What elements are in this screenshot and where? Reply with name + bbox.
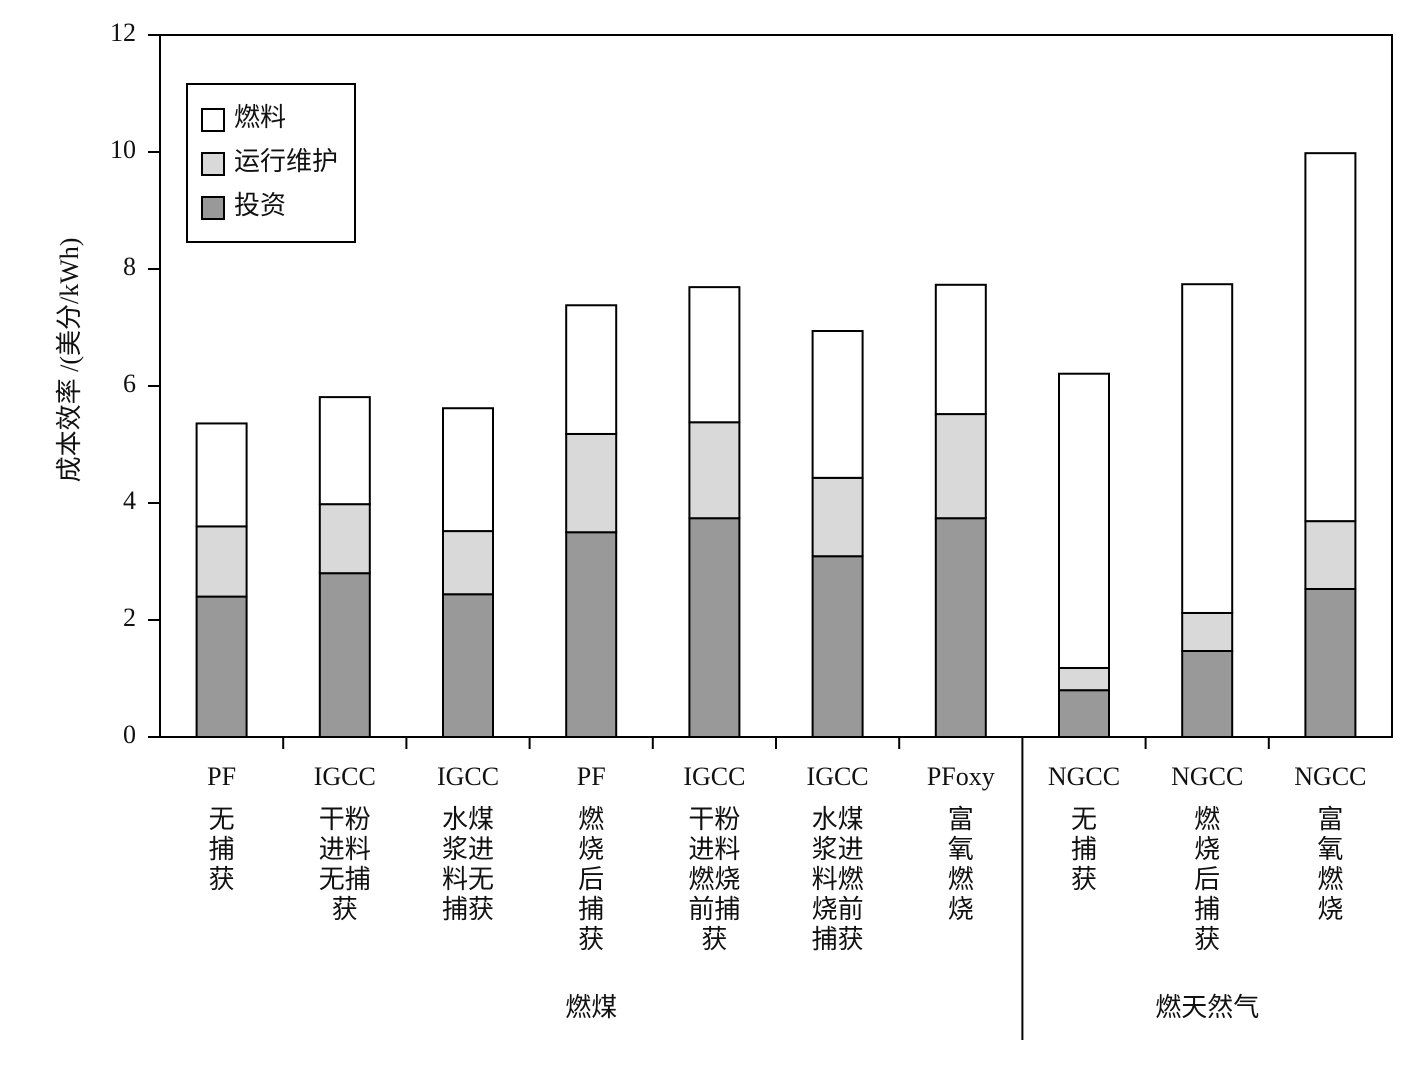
category-note: 水煤浆进料无捕获 [441,805,494,924]
bar-segment [934,413,987,520]
bar-segment [811,330,864,479]
y-tick-label: 8 [123,252,136,281]
x-tick-label: NGCC [1294,762,1366,791]
bar-segment [318,572,371,739]
category-note: 富氧燃烧 [947,805,974,924]
legend-swatch [201,196,225,220]
y-tick-label: 0 [123,720,136,749]
bar-segment [688,517,741,739]
bar-segment [1304,587,1357,738]
category-note: 水煤浆进料燃烧前捕获 [811,805,864,954]
bar-segment [318,396,371,506]
category-note: 燃烧后捕获 [578,805,605,954]
x-tick-label: IGCC [314,762,376,791]
bar-segment [195,422,248,528]
legend-label: 燃料 [234,103,286,132]
x-tick-label: PF [577,762,606,791]
y-tick-label: 2 [123,603,136,632]
category-note: 无捕获 [208,805,235,894]
bar-segment [1181,611,1234,653]
bar-segment [318,503,371,575]
legend-label: 运行维护 [234,147,338,176]
bar-segment [565,304,618,435]
bar-segment [811,555,864,738]
bar-segment [442,593,494,739]
bar-segment [195,595,248,738]
bar-segment [934,517,987,739]
group-label: 燃天然气 [1155,993,1259,1022]
category-note: 干粉进料燃烧前捕获 [688,805,741,954]
x-tick-label: PFoxy [927,762,995,791]
bar-segment [934,283,987,416]
bar-segment [565,531,618,738]
category-note: 无捕获 [1070,805,1097,894]
x-tick-label: PF [207,762,236,791]
group-label: 燃煤 [565,993,617,1022]
bar-segment [688,421,741,520]
x-tick-label: NGCC [1048,762,1120,791]
bar-segment [1304,520,1357,590]
bar-segment [811,476,864,558]
legend-swatch [201,152,225,176]
category-note: 干粉进料无捕获 [318,805,371,924]
x-tick-label: IGCC [807,762,869,791]
y-tick-label: 12 [110,18,136,47]
bar-segment [442,407,494,533]
y-tick-label: 6 [123,369,136,398]
category-note: 富氧燃烧 [1317,805,1344,924]
bar-segment [1058,689,1110,739]
bar-segment [1304,152,1357,523]
bar-segment [1181,650,1234,739]
y-tick-label: 4 [123,486,136,515]
bar-segment [442,530,494,596]
legend-label: 投资 [234,191,286,220]
bar-segment [195,525,248,598]
category-note: 燃烧后捕获 [1194,805,1221,954]
x-tick-label: IGCC [683,762,745,791]
x-tick-label: IGCC [437,762,499,791]
y-axis-label: 成本效率 /(美分/kWh) [55,238,84,483]
legend-swatch [201,108,225,132]
bar-segment [565,432,618,534]
bar-segment [1058,666,1110,692]
bar-segment [688,286,741,424]
bar-segment [1181,283,1234,614]
y-tick-label: 10 [110,135,136,164]
bar-segment [1058,372,1110,669]
x-tick-label: NGCC [1171,762,1243,791]
